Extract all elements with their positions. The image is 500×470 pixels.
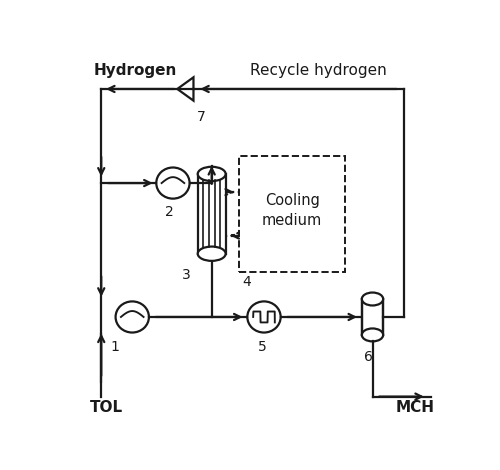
Text: 5: 5 [258,340,266,354]
Text: 2: 2 [166,205,174,219]
Text: 4: 4 [242,275,250,290]
Circle shape [156,167,190,199]
Text: Hydrogen: Hydrogen [94,63,177,78]
Bar [198,174,226,254]
Text: 1: 1 [110,340,120,354]
Ellipse shape [198,167,226,181]
Ellipse shape [362,292,383,306]
Ellipse shape [198,247,226,261]
Text: Cooling
medium: Cooling medium [262,193,322,227]
Text: Recycle hydrogen: Recycle hydrogen [250,63,386,78]
Bar [362,299,383,335]
Text: MCH: MCH [396,400,434,415]
Text: 7: 7 [198,110,206,124]
Text: 3: 3 [182,268,190,282]
Text: TOL: TOL [90,400,123,415]
Circle shape [248,301,280,333]
Text: 6: 6 [364,351,373,364]
Bar [239,156,346,272]
Circle shape [116,301,149,333]
Ellipse shape [362,329,383,341]
